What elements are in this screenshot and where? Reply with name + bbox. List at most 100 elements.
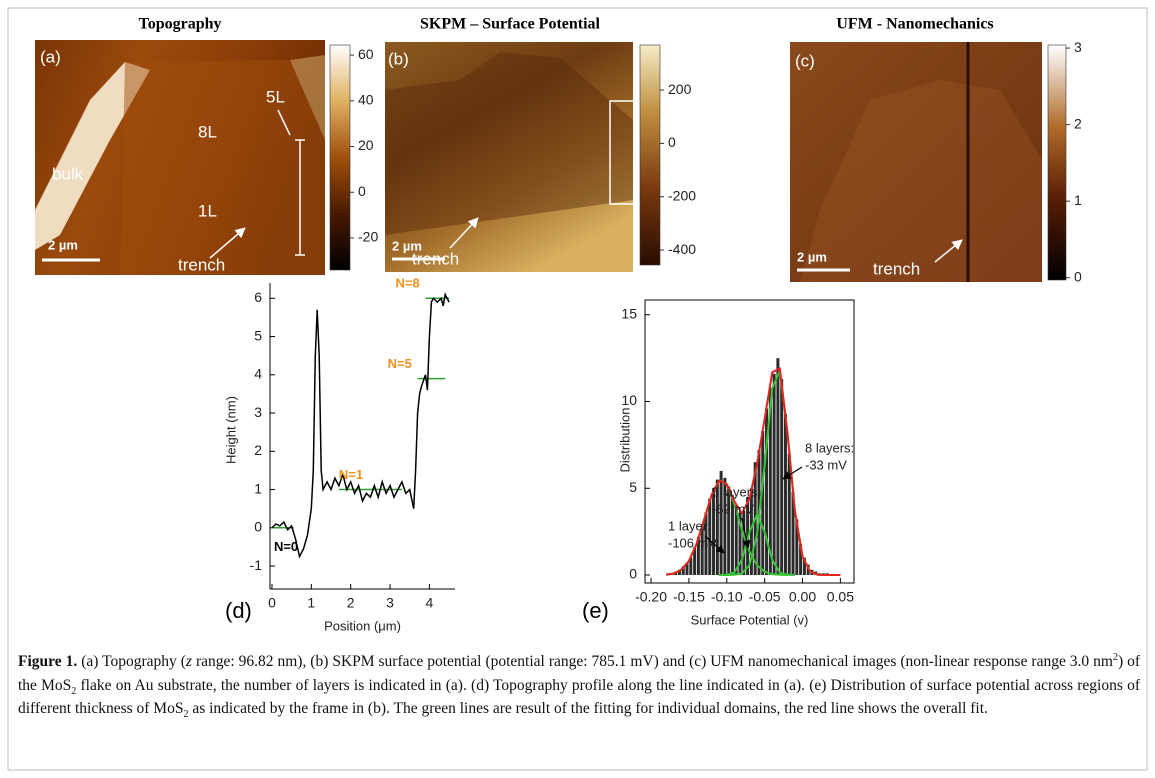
bar <box>780 378 784 576</box>
image-label: 8L <box>198 122 217 141</box>
caption-text: z <box>185 653 192 670</box>
profile-line <box>271 292 450 559</box>
bar <box>700 526 704 576</box>
y-tick-label: 1 <box>254 480 262 496</box>
panel-letter: (b) <box>388 49 409 68</box>
bar <box>704 512 708 576</box>
colorbar-tick-label: 20 <box>358 137 374 153</box>
level-label: N=1 <box>339 467 363 482</box>
caption-text: (a) Topography ( <box>77 653 186 670</box>
panel-letter: (a) <box>40 47 61 66</box>
annotation-arrow <box>741 517 751 549</box>
ufm-image <box>790 42 1042 282</box>
x-axis-label: Surface Potential (v) <box>691 612 809 627</box>
image-label: 1L <box>198 201 217 220</box>
flake-region <box>120 60 325 275</box>
panel-title: UFM - Nanomechanics <box>836 16 993 33</box>
x-tick-label: -0.05 <box>749 589 781 605</box>
y-tick-label: 15 <box>621 305 637 321</box>
colorbar-tick-label: 0 <box>358 183 366 199</box>
caption-text: 2 <box>71 685 77 697</box>
bar <box>712 488 716 576</box>
bar <box>715 479 719 576</box>
y-tick-label: 0 <box>254 519 262 535</box>
arrow <box>449 217 479 249</box>
annotation: -62 mV <box>712 501 754 516</box>
x-tick-label: 0.05 <box>827 589 854 605</box>
bar <box>730 495 734 576</box>
pointer <box>277 109 291 136</box>
panel-letter: (d) <box>225 598 252 623</box>
bar <box>677 569 681 576</box>
bar <box>783 413 787 576</box>
bar <box>696 536 700 576</box>
y-tick-label: 0 <box>629 566 637 582</box>
bar <box>734 505 738 576</box>
bar <box>719 470 723 576</box>
caption: Figure 1. (a) Topography (z range: 96.82… <box>18 650 1140 721</box>
colorbar-tick-label: 40 <box>358 91 374 107</box>
y-tick-label: 5 <box>254 327 262 343</box>
flake-region <box>290 55 325 140</box>
skpm-image <box>385 42 633 272</box>
annotation: -106 mV <box>668 535 717 550</box>
bar <box>765 408 769 576</box>
level-label: N=5 <box>388 356 412 371</box>
colorbar-tick-label: -200 <box>668 187 696 203</box>
panel-title: Topography <box>139 16 222 33</box>
bar <box>768 387 772 576</box>
caption-text: flake on Au substrate, the number of lay… <box>18 676 1140 718</box>
level-label: N=0 <box>274 539 298 554</box>
colorbar-tick-label: 200 <box>668 81 692 97</box>
bar <box>799 543 803 576</box>
image-label: trench <box>873 259 920 278</box>
x-axis-label: Position (μm) <box>324 618 401 633</box>
annotation: 5 layers: <box>712 484 761 499</box>
panel-letter: (c) <box>795 51 815 70</box>
x-tick-label: 0 <box>268 595 276 611</box>
scale-label: 2 µm <box>48 237 78 252</box>
arrow <box>934 239 963 263</box>
bulk-region <box>35 62 150 250</box>
fit-curve <box>719 513 795 576</box>
panel-title: SKPM – Surface Potential <box>420 16 601 33</box>
x-tick-label: 3 <box>386 595 394 611</box>
y-tick-label: 2 <box>254 442 262 458</box>
caption-text: range: 96.82 nm), (b) SKPM surface poten… <box>191 653 1113 670</box>
flake-region <box>385 52 633 235</box>
bar <box>689 557 693 576</box>
bar <box>772 373 776 576</box>
y-tick-label: 3 <box>254 404 262 420</box>
colorbar-tick-label: 0 <box>1074 268 1082 284</box>
bar <box>761 431 765 576</box>
panel-letter: (e) <box>582 598 609 623</box>
flake-region <box>800 80 1042 282</box>
profile-line <box>295 139 305 256</box>
annotation-arrow <box>704 535 725 554</box>
bar <box>723 477 727 576</box>
bar <box>727 486 731 576</box>
y-tick-label: 10 <box>621 392 637 408</box>
colorbar-tick-label: 1 <box>1074 192 1082 208</box>
x-tick-label: 0.00 <box>789 589 816 605</box>
fit-curve <box>666 367 841 576</box>
annotation: 8 layers: <box>805 440 854 455</box>
annotation-arrow <box>782 466 803 480</box>
colorbar-tick-label: 3 <box>1074 39 1082 55</box>
x-tick-label: -0.10 <box>711 589 743 605</box>
bar <box>681 566 685 576</box>
figure-frame <box>7 7 1148 771</box>
colorbar-tick-label: 2 <box>1074 115 1082 131</box>
colorbar-tick-label: 60 <box>358 46 374 62</box>
x-tick-label: -0.15 <box>673 589 705 605</box>
x-tick-label: -0.20 <box>635 589 667 605</box>
colorbar-tick-label: -20 <box>358 229 378 245</box>
scale-label: 2 µm <box>797 249 827 264</box>
bar <box>795 519 799 576</box>
bar <box>749 488 753 576</box>
image-label: trench <box>178 255 225 274</box>
bar <box>693 547 697 576</box>
colorbar <box>639 44 661 266</box>
image-label: bulk <box>52 164 84 183</box>
bar <box>791 491 795 576</box>
